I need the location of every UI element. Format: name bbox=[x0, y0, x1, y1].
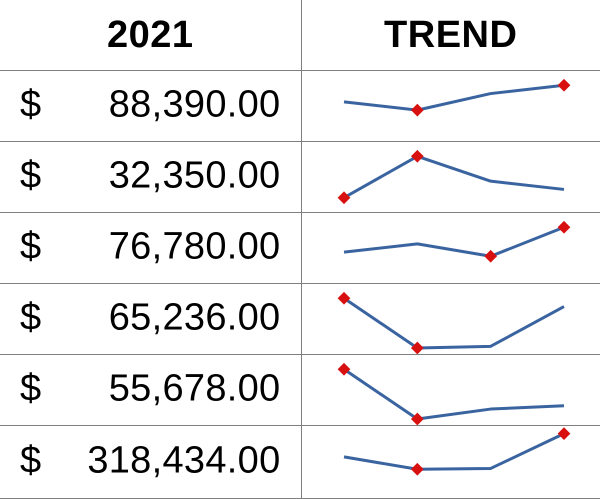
amount-cell[interactable]: $ 32,350.00 bbox=[0, 142, 301, 213]
sparkline-marker bbox=[557, 427, 570, 440]
sparkline-path bbox=[344, 434, 564, 470]
sparkline-cell[interactable] bbox=[301, 71, 600, 142]
sparkline bbox=[302, 71, 600, 142]
amount-value: 76,780.00 bbox=[109, 226, 281, 269]
amount-cell[interactable]: $ 65,236.00 bbox=[0, 284, 301, 355]
sparkline-marker bbox=[557, 79, 570, 92]
sparkline bbox=[302, 213, 600, 284]
sparkline-marker bbox=[410, 150, 423, 163]
table-row: $ 32,350.00 bbox=[0, 142, 600, 213]
sparkline-cell[interactable] bbox=[301, 355, 600, 426]
table-row: $ 88,390.00 bbox=[0, 71, 600, 142]
sparkline-path bbox=[344, 85, 564, 110]
sparkline-cell[interactable] bbox=[301, 426, 600, 499]
sparkline-path bbox=[344, 156, 564, 197]
amount-value: 65,236.00 bbox=[109, 297, 281, 340]
currency-symbol: $ bbox=[20, 297, 41, 340]
table-row: $ 65,236.00 bbox=[0, 284, 600, 355]
sparkline-marker bbox=[410, 104, 423, 117]
table-row: $ 318,434.00 bbox=[0, 426, 600, 499]
header-row: 2021 TREND bbox=[0, 0, 600, 71]
sparkline-marker bbox=[484, 250, 497, 263]
trend-header[interactable]: TREND bbox=[301, 0, 600, 71]
sparkline-path bbox=[344, 227, 564, 256]
sparkline-cell[interactable] bbox=[301, 284, 600, 355]
sparkline bbox=[302, 426, 600, 498]
sparkline-path bbox=[344, 369, 564, 419]
sparkline bbox=[302, 142, 600, 213]
sparkline-marker bbox=[337, 191, 350, 204]
sparkline bbox=[302, 355, 600, 426]
sparkline-path bbox=[344, 298, 564, 348]
amount-value: 32,350.00 bbox=[109, 155, 281, 198]
sparkline-marker bbox=[557, 221, 570, 234]
sparkline-cell[interactable] bbox=[301, 213, 600, 284]
currency-symbol: $ bbox=[20, 440, 41, 483]
currency-symbol: $ bbox=[20, 155, 41, 198]
currency-symbol: $ bbox=[20, 368, 41, 411]
amount-cell[interactable]: $ 76,780.00 bbox=[0, 213, 301, 284]
year-header[interactable]: 2021 bbox=[0, 0, 301, 71]
sparkline-cell[interactable] bbox=[301, 142, 600, 213]
amount-value: 88,390.00 bbox=[109, 84, 281, 127]
amount-value: 318,434.00 bbox=[87, 440, 280, 483]
amount-value: 55,678.00 bbox=[109, 368, 281, 411]
sparkline-marker bbox=[410, 463, 423, 476]
amount-cell[interactable]: $ 88,390.00 bbox=[0, 71, 301, 142]
currency-symbol: $ bbox=[20, 226, 41, 269]
currency-symbol: $ bbox=[20, 84, 41, 127]
table-row: $ 76,780.00 bbox=[0, 213, 600, 284]
sparkline bbox=[302, 284, 600, 355]
table-row: $ 55,678.00 bbox=[0, 355, 600, 426]
amount-cell[interactable]: $ 55,678.00 bbox=[0, 355, 301, 426]
amount-cell[interactable]: $ 318,434.00 bbox=[0, 426, 301, 499]
